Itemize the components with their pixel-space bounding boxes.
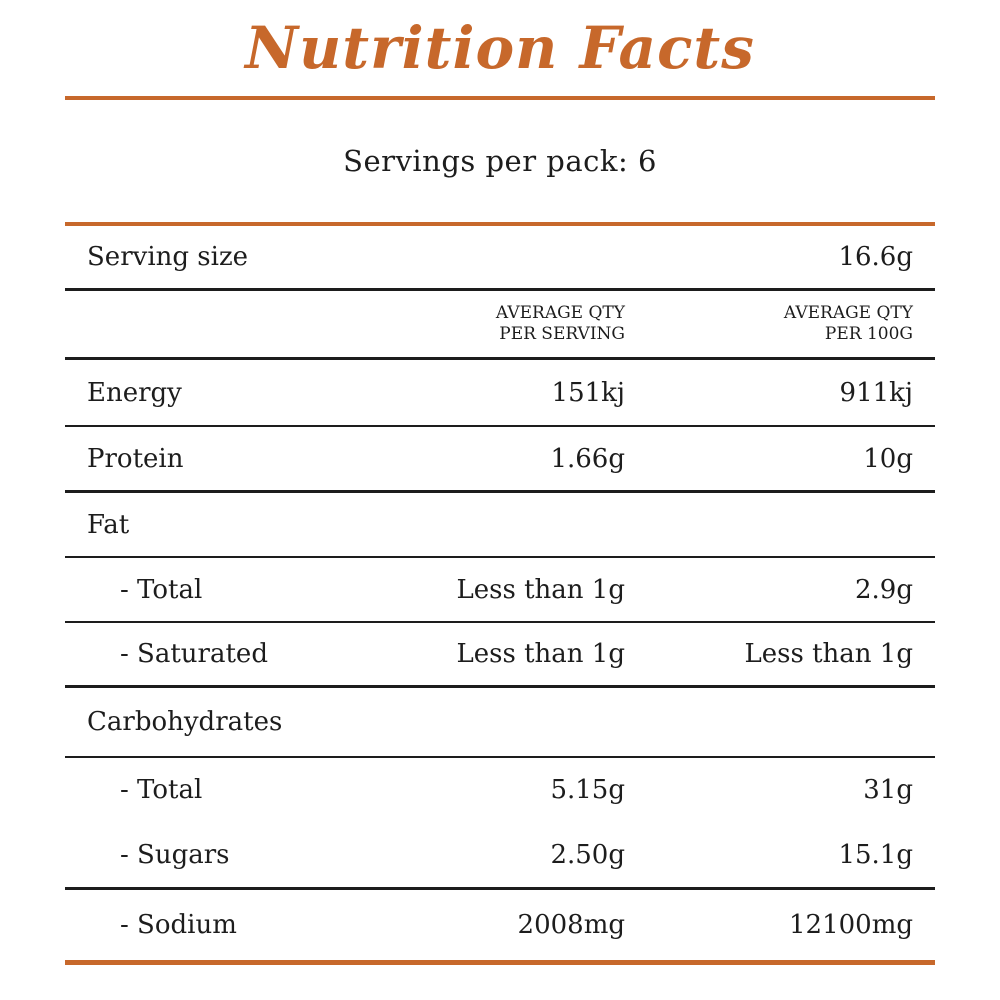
serving-size-value: 16.6g <box>838 242 913 272</box>
header-per-100g: AVERAGE QTY PER 100G <box>625 303 935 345</box>
row-per-serving: Less than 1g <box>456 574 626 605</box>
row-per-100g: 15.1g <box>838 839 913 870</box>
serving-size-row: Serving size 16.6g <box>65 226 935 288</box>
title-underline-rule <box>65 96 935 100</box>
row-fat-total: - Total Less than 1g 2.9g <box>65 558 935 621</box>
row-carb-total: - Total 5.15g 31g <box>65 758 935 822</box>
column-header-row: AVERAGE QTY PER SERVING AVERAGE QTY PER … <box>65 291 935 357</box>
row-label: - Total <box>120 775 203 805</box>
header-per-100g-line2: PER 100G <box>824 324 913 344</box>
row-label: Protein <box>87 443 184 474</box>
divider <box>65 556 935 558</box>
row-label: Energy <box>87 377 182 408</box>
row-per-serving: 2008mg <box>517 910 625 940</box>
row-per-100g: Less than 1g <box>744 639 914 669</box>
bottom-rule <box>65 960 935 965</box>
row-per-100g: 2.9g <box>855 574 913 605</box>
row-per-serving: 151kj <box>551 377 625 408</box>
divider <box>65 887 935 890</box>
row-per-100g: 911kj <box>839 377 913 408</box>
servings-block: Servings per pack: 6 <box>65 100 935 222</box>
row-carbohydrates: Carbohydrates <box>65 688 935 756</box>
row-per-serving: 1.66g <box>550 443 625 474</box>
divider-after-serving-size <box>65 288 935 291</box>
nutrition-facts-label: Nutrition Facts Servings per pack: 6 Ser… <box>65 0 935 965</box>
page-title: Nutrition Facts <box>245 14 755 82</box>
header-per-100g-line1: AVERAGE QTY <box>783 303 913 323</box>
serving-size-top-rule <box>65 222 935 226</box>
row-per-100g: 31g <box>863 775 913 805</box>
row-per-serving: 2.50g <box>550 839 625 870</box>
header-per-serving-line1: AVERAGE QTY <box>495 303 625 323</box>
row-per-100g: 10g <box>863 443 913 474</box>
row-fat: Fat <box>65 493 935 556</box>
title-block: Nutrition Facts <box>65 0 935 96</box>
row-per-100g: 12100mg <box>788 910 913 940</box>
divider <box>65 756 935 758</box>
divider <box>65 425 935 427</box>
row-label: - Saturated <box>120 639 268 669</box>
row-label: Carbohydrates <box>87 707 283 737</box>
serving-size-label: Serving size <box>87 242 249 272</box>
header-per-serving: AVERAGE QTY PER SERVING <box>375 303 625 345</box>
row-carb-sugars: - Sugars 2.50g 15.1g <box>65 822 935 887</box>
divider <box>65 685 935 688</box>
row-label: - Total <box>120 574 203 605</box>
header-per-serving-line2: PER SERVING <box>499 324 625 344</box>
row-per-serving: Less than 1g <box>456 639 626 669</box>
row-label: Fat <box>87 509 130 540</box>
row-energy: Energy 151kj 911kj <box>65 360 935 425</box>
divider-after-headers <box>65 357 935 360</box>
row-per-serving: 5.15g <box>550 775 625 805</box>
divider <box>65 490 935 493</box>
row-label: - Sodium <box>120 910 237 940</box>
row-fat-saturated: - Saturated Less than 1g Less than 1g <box>65 623 935 685</box>
row-sodium: - Sodium 2008mg 12100mg <box>65 890 935 960</box>
row-label: - Sugars <box>120 839 230 870</box>
divider <box>65 621 935 623</box>
row-protein: Protein 1.66g 10g <box>65 427 935 490</box>
servings-per-pack-text: Servings per pack: 6 <box>343 144 657 178</box>
